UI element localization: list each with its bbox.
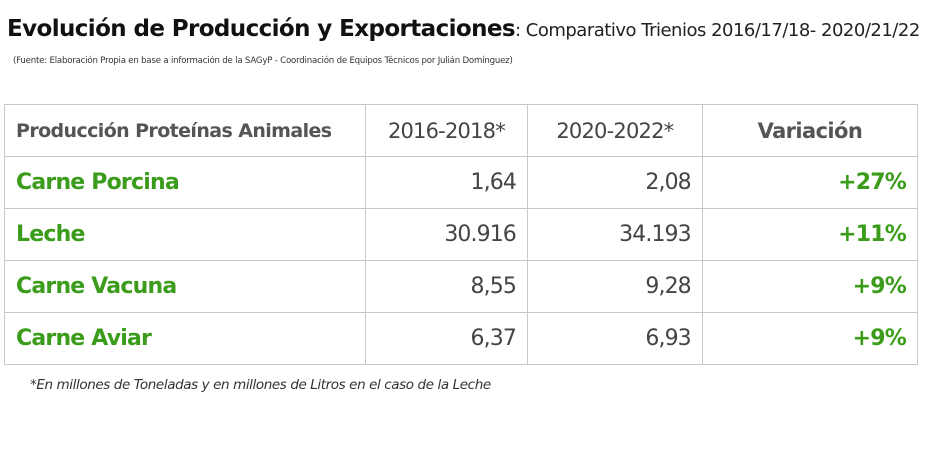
footnote: *En millones de Toneladas y en millones … (30, 377, 491, 393)
row-value-2016-2018: 1,64 (364, 156, 528, 209)
column-header-product: Producción Proteínas Animales (4, 104, 366, 157)
table-row: Carne Aviar 6,37 6,93 +9% (4, 312, 919, 365)
table-row: Leche 30.916 34.193 +11% (4, 208, 919, 261)
row-variation: +27% (701, 156, 919, 209)
row-value-2020-2022: 9,28 (526, 260, 703, 313)
column-header-2016-2018: 2016-2018* (364, 104, 528, 157)
title-separator: : (514, 20, 521, 41)
row-variation: +9% (701, 312, 919, 365)
table-row: Carne Vacuna 8,55 9,28 +9% (4, 260, 919, 313)
row-name: Carne Porcina (4, 156, 366, 209)
title-subtitle: Comparativo Trienios 2016/17/18- 2020/21… (520, 20, 921, 41)
column-header-variation: Variación (701, 104, 919, 157)
row-name: Carne Aviar (4, 312, 366, 365)
row-value-2020-2022: 34.193 (526, 208, 703, 261)
table-header-row: Producción Proteínas Animales 2016-2018*… (4, 104, 919, 157)
row-value-2020-2022: 2,08 (526, 156, 703, 209)
row-variation: +9% (701, 260, 919, 313)
source-note: (Fuente: Elaboración Propia en base a in… (13, 56, 513, 66)
row-value-2016-2018: 30.916 (364, 208, 528, 261)
production-table: Producción Proteínas Animales 2016-2018*… (4, 104, 919, 365)
column-header-2020-2022: 2020-2022* (526, 104, 703, 157)
page-title: Evolución de Producción y Exportaciones:… (7, 16, 920, 42)
title-main: Evolución de Producción y Exportaciones (7, 16, 516, 42)
row-name: Carne Vacuna (4, 260, 366, 313)
row-value-2016-2018: 8,55 (364, 260, 528, 313)
row-variation: +11% (701, 208, 919, 261)
row-name: Leche (4, 208, 366, 261)
row-value-2016-2018: 6,37 (364, 312, 528, 365)
table-row: Carne Porcina 1,64 2,08 +27% (4, 156, 919, 209)
row-value-2020-2022: 6,93 (526, 312, 703, 365)
